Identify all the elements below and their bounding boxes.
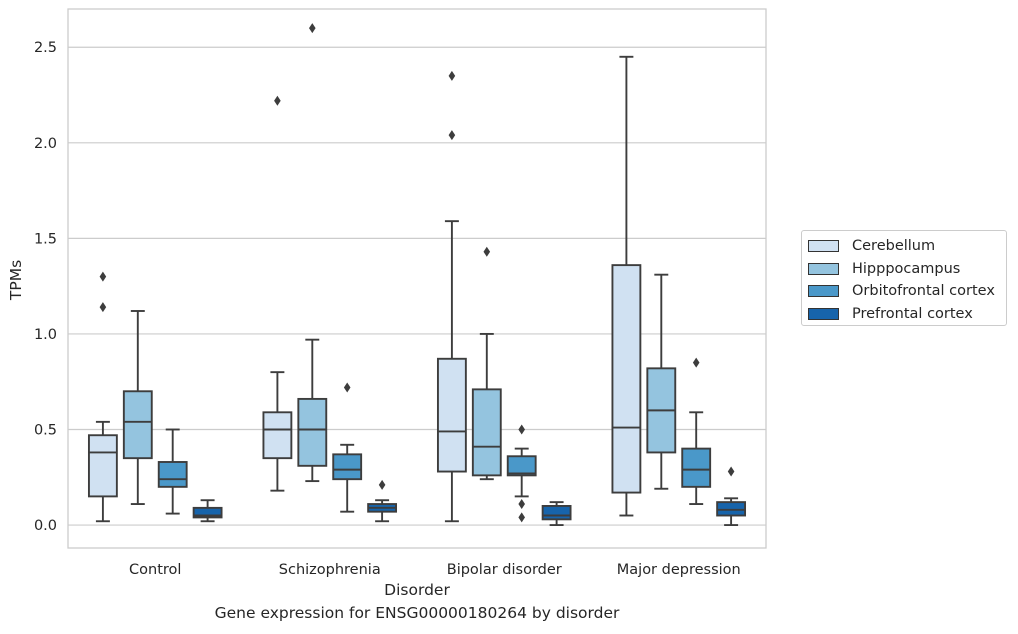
legend-swatch [808,307,839,320]
box-cerebellum [611,55,642,517]
iqr-box [192,506,223,519]
outlier-point [99,271,107,282]
outlier-point [448,70,456,81]
x-tick-label: Schizophrenia [279,562,381,578]
legend-item: Orbitofrontal cortex [808,280,1006,303]
box-cerebellum [436,70,467,523]
outlier-point [274,95,281,106]
grid-lines [68,46,766,526]
legend-label: Hipppocampus [852,260,961,277]
box-hipppocampus [297,23,328,483]
iqr-box [716,501,747,517]
box-prefrontal-cortex [367,479,398,523]
outlier-point [448,130,456,141]
x-tick-label: Control [129,562,181,578]
legend-swatch [808,240,839,253]
iqr-box [506,455,537,477]
y-tick-label: 1.0 [34,327,57,343]
y-axis-label: TPMs [7,260,25,301]
y-tick-label: 0.0 [34,518,57,534]
outlier-point [518,512,525,523]
iqr-box [122,390,153,460]
outlier-point [309,23,316,34]
iqr-box [611,264,642,494]
box-cerebellum [87,271,118,523]
legend-swatch [808,262,839,275]
legend-swatch [808,285,839,298]
iqr-box [471,388,502,477]
iqr-box [436,357,467,473]
y-tick-label: 0.5 [34,422,57,438]
chart-caption: Gene expression for ENSG00000180264 by d… [214,604,620,622]
y-tick-labels: 0.0 0.5 1.0 1.5 2.0 2.5 [34,40,57,534]
box-prefrontal-cortex [541,501,572,527]
legend-item: Prefrontal cortex [808,303,1006,326]
box-cerebellum [262,95,293,492]
boxes-layer [87,23,747,527]
outlier-point [343,382,351,393]
outlier-point [727,466,735,477]
legend-item: Cerebellum [808,235,1006,258]
iqr-box [681,447,712,488]
box-orbitofrontal-cortex [157,428,188,515]
iqr-box [541,505,572,521]
box-orbitofrontal-cortex [681,357,712,505]
legend-label: Orbitofrontal cortex [852,283,995,300]
box-prefrontal-cortex [716,466,747,527]
iqr-box [87,434,118,498]
box-hipppocampus [122,310,153,505]
iqr-box [297,397,328,467]
x-tick-label: Bipolar disorder [447,562,562,578]
outlier-point [692,357,700,368]
box-hipppocampus [471,246,502,481]
box-orbitofrontal-cortex [332,382,363,513]
plot-frame [67,8,767,549]
box-prefrontal-cortex [192,499,223,523]
iqr-box [157,461,188,488]
iqr-box [262,411,293,460]
legend-label: Prefrontal cortex [852,305,973,322]
x-tick-label: Major depression [617,562,741,578]
outlier-point [518,424,525,435]
legend-label: Cerebellum [852,238,936,255]
legend-item: Hipppocampus [808,258,1006,281]
outlier-point [99,302,107,313]
box-orbitofrontal-cortex [506,424,537,523]
y-tick-label: 2.5 [34,40,57,56]
outlier-point [518,499,525,510]
outlier-point [378,479,386,490]
outlier-point [483,246,491,257]
legend: Cerebellum Hipppocampus Orbitofrontal cort… [801,230,1007,326]
iqr-box [332,453,363,481]
box-hipppocampus [646,273,677,490]
y-tick-label: 1.5 [34,231,57,247]
x-axis-label: Disorder [384,581,450,599]
x-tick-labels: Control Schizophrenia Bipolar disorder Majo… [129,562,741,578]
y-tick-label: 2.0 [34,136,57,152]
